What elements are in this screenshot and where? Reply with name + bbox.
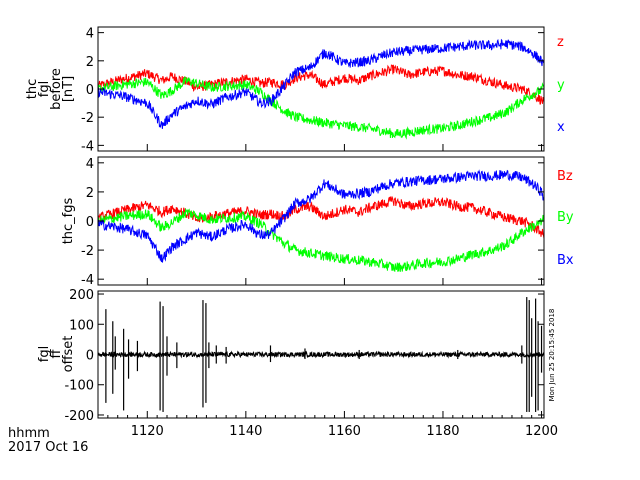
y-tick-label: -4 <box>81 139 94 154</box>
y-tick-label: -100 <box>64 379 94 394</box>
panel-fgl-before-lines <box>97 38 545 140</box>
panel-ff-offset-ylabel-3: offset <box>61 336 76 373</box>
y-tick-label: -2 <box>81 111 94 126</box>
legend-by: By <box>557 210 574 225</box>
y-tick-label: 200 <box>69 288 94 303</box>
series-line-bx <box>97 169 545 263</box>
series-line-y <box>97 76 545 140</box>
legend-y: y <box>557 78 565 93</box>
panel-ff-offset: 200 100 0 -100 -200 1120 1140 1160 1180 1200 fgl… <box>37 288 558 439</box>
y-tick-label: -4 <box>81 273 94 288</box>
legend-bx: Bx <box>557 253 574 268</box>
panel-ff-offset-ylabel-2: ff <box>49 348 64 358</box>
side-timestamp: Mon Jun 25 20:15:45 2018 <box>548 309 556 402</box>
y-tick-label: 100 <box>69 318 94 333</box>
panel-fgl-before-ticks: 4 2 0 -2 -4 <box>81 27 544 154</box>
x-tick-label: 1140 <box>229 424 262 439</box>
panel-ff-offset-ylabel-1: fgl <box>37 346 52 362</box>
y-tick-label: 4 <box>86 27 94 42</box>
x-tick-label: 1200 <box>525 424 558 439</box>
y-tick-label: 4 <box>86 157 94 172</box>
panel-fgs-ylabel: thc_fgs <box>61 197 76 244</box>
x-tick-label: 1180 <box>426 424 459 439</box>
panel-fgl-before-ylabel-3: before <box>49 68 64 110</box>
series-line-bz <box>97 196 545 239</box>
y-tick-label: 2 <box>86 186 94 201</box>
series-line-z <box>97 64 545 105</box>
panel-fgs-ticks: 4 2 0 -2 -4 <box>81 157 544 288</box>
y-tick-label: 2 <box>86 55 94 70</box>
x-axis-label: hhmm <box>8 426 50 441</box>
y-tick-label: 0 <box>86 349 94 364</box>
panel-fgl-before-ylabel-2: fgl <box>37 81 52 97</box>
y-tick-label: 0 <box>86 215 94 230</box>
x-axis-ticks: 1120 1140 1160 1180 1200 <box>97 411 558 439</box>
legend-z: z <box>557 35 564 50</box>
series-line-offset <box>97 350 545 359</box>
legend-bz: Bz <box>557 169 573 184</box>
panel-fgs-lines <box>97 169 545 272</box>
y-tick-label: -200 <box>64 409 94 424</box>
x-tick-label: 1160 <box>328 424 361 439</box>
y-tick-label: 0 <box>86 83 94 98</box>
legend-x: x <box>557 120 565 135</box>
x-tick-label: 1120 <box>131 424 164 439</box>
series-line-x <box>97 38 545 129</box>
panel-ff-offset-lines <box>97 297 545 412</box>
panel-fgl-before-ylabel-1: thc <box>25 79 40 99</box>
panel-fgs: 4 2 0 -2 -4 thc_fgs Bz By Bx <box>61 156 574 288</box>
y-tick-label: -2 <box>81 244 94 259</box>
panel-fgl-before: 4 2 0 -2 -4 thc fgl before [nT] z y x <box>25 26 565 154</box>
series-line-by <box>97 207 545 272</box>
panel-fgl-before-ylabel-4: [nT] <box>61 76 76 102</box>
panel-ff-offset-ticks: 200 100 0 -100 -200 <box>64 288 544 424</box>
date-label: 2017 Oct 16 <box>8 440 88 455</box>
